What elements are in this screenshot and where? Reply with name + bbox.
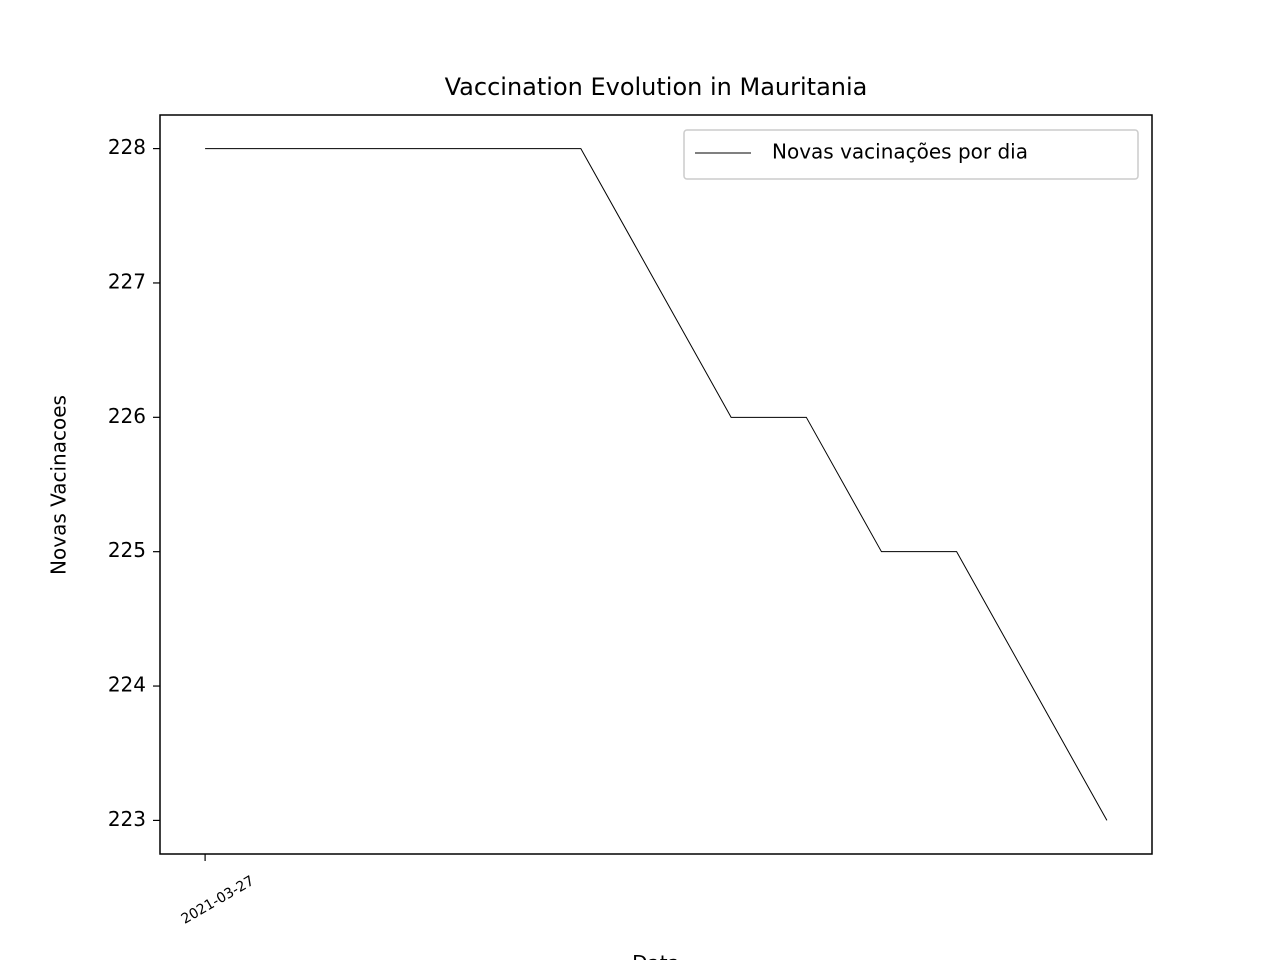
legend-label: Novas vacinações por dia bbox=[772, 140, 1028, 164]
series-line bbox=[205, 148, 1108, 821]
legend-box bbox=[683, 129, 1139, 180]
y-tick-label: 228 bbox=[108, 135, 146, 159]
y-tick-label: 227 bbox=[108, 269, 146, 293]
y-tick-label: 226 bbox=[108, 404, 146, 428]
y-tick-label: 223 bbox=[108, 807, 146, 831]
axes-frame bbox=[159, 114, 1153, 855]
y-axis-label: Novas Vacinacoes bbox=[47, 395, 71, 575]
y-tick-label: 224 bbox=[108, 673, 146, 697]
x-axis-label: Data bbox=[632, 951, 680, 960]
y-tick-label: 225 bbox=[108, 538, 146, 562]
legend: Novas vacinações por dia bbox=[683, 129, 1139, 180]
chart-title: Vaccination Evolution in Mauritania bbox=[445, 73, 868, 101]
